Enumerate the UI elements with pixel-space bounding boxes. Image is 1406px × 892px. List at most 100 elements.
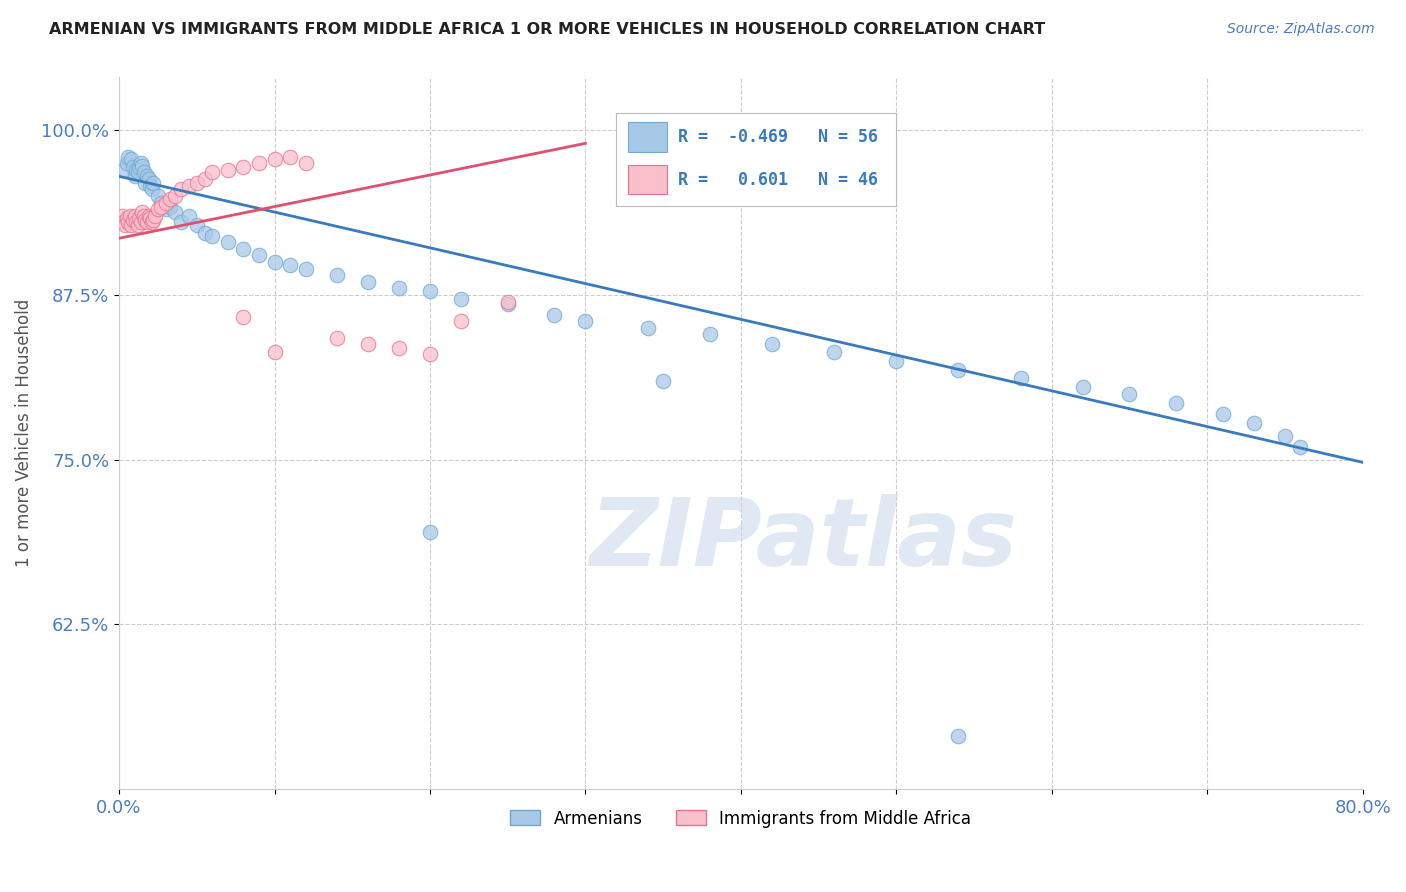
Point [129,156,152,170]
Point [325,268,347,282]
Point [217,162,239,177]
Point [388,281,411,295]
Point [115,211,138,226]
Point [170,215,193,229]
Point [419,525,441,540]
Point [193,226,215,240]
Point [1274,429,1296,443]
Point [114,218,136,232]
Text: Source: ZipAtlas.com: Source: ZipAtlas.com [1227,22,1375,37]
Point [163,189,186,203]
Point [170,182,193,196]
Point [1010,371,1032,385]
Point [1289,440,1312,454]
Point [146,189,169,203]
Point [186,176,208,190]
Point [142,176,165,190]
Point [131,159,153,173]
Point [155,202,177,217]
Point [127,218,149,232]
Point [496,297,519,311]
Point [357,336,380,351]
Point [143,209,166,223]
Point [217,235,239,250]
Point [125,215,148,229]
Text: ZIPatlas: ZIPatlas [589,494,1017,586]
Point [155,195,177,210]
Point [699,327,721,342]
Point [139,211,162,226]
Point [115,156,138,170]
Point [121,152,143,166]
Point [146,202,169,217]
Point [163,205,186,219]
Point [121,218,143,232]
Point [948,730,970,744]
Point [134,212,156,227]
Point [177,178,200,193]
Point [138,209,160,223]
Point [136,215,159,229]
Point [247,248,270,262]
Point [112,215,135,229]
Point [136,169,159,184]
Point [111,209,134,223]
Point [247,156,270,170]
Point [201,228,224,243]
Point [294,156,316,170]
Point [450,292,472,306]
Point [1071,380,1094,394]
Point [134,176,156,190]
Point [232,310,254,325]
Point [139,178,162,193]
Point [117,215,139,229]
Point [543,308,565,322]
Point [574,314,596,328]
Text: ARMENIAN VS IMMIGRANTS FROM MIDDLE AFRICA 1 OR MORE VEHICLES IN HOUSEHOLD CORREL: ARMENIAN VS IMMIGRANTS FROM MIDDLE AFRIC… [49,22,1045,37]
Y-axis label: 1 or more Vehicles in Household: 1 or more Vehicles in Household [15,299,32,567]
Point [118,209,141,223]
Point [263,255,285,269]
Point [1164,396,1187,410]
Point [177,209,200,223]
Point [278,258,301,272]
Point [263,152,285,166]
Point [112,162,135,177]
Point [150,195,173,210]
Point [450,314,472,328]
Point [128,211,150,226]
Point [232,160,254,174]
Point [357,275,380,289]
Point [325,331,347,345]
Point [823,344,845,359]
Point [294,261,316,276]
Point [124,209,146,223]
Point [496,294,519,309]
Point [122,160,145,174]
Point [1212,407,1234,421]
Point [193,172,215,186]
Point [1118,386,1140,401]
Point [132,165,155,179]
Point [419,284,441,298]
Point [388,341,411,355]
Point [150,200,173,214]
Point [141,182,163,196]
Point [124,169,146,184]
Point [117,149,139,163]
Point [132,209,155,223]
Point [125,162,148,177]
Point [948,363,970,377]
Point [884,354,907,368]
Point [129,215,152,229]
Point [159,200,181,214]
Point [142,212,165,227]
Point [419,347,441,361]
Point [232,242,254,256]
Point [652,374,675,388]
Point [128,160,150,174]
Point [201,165,224,179]
Point [761,336,783,351]
Point [1243,416,1265,430]
Point [159,192,181,206]
